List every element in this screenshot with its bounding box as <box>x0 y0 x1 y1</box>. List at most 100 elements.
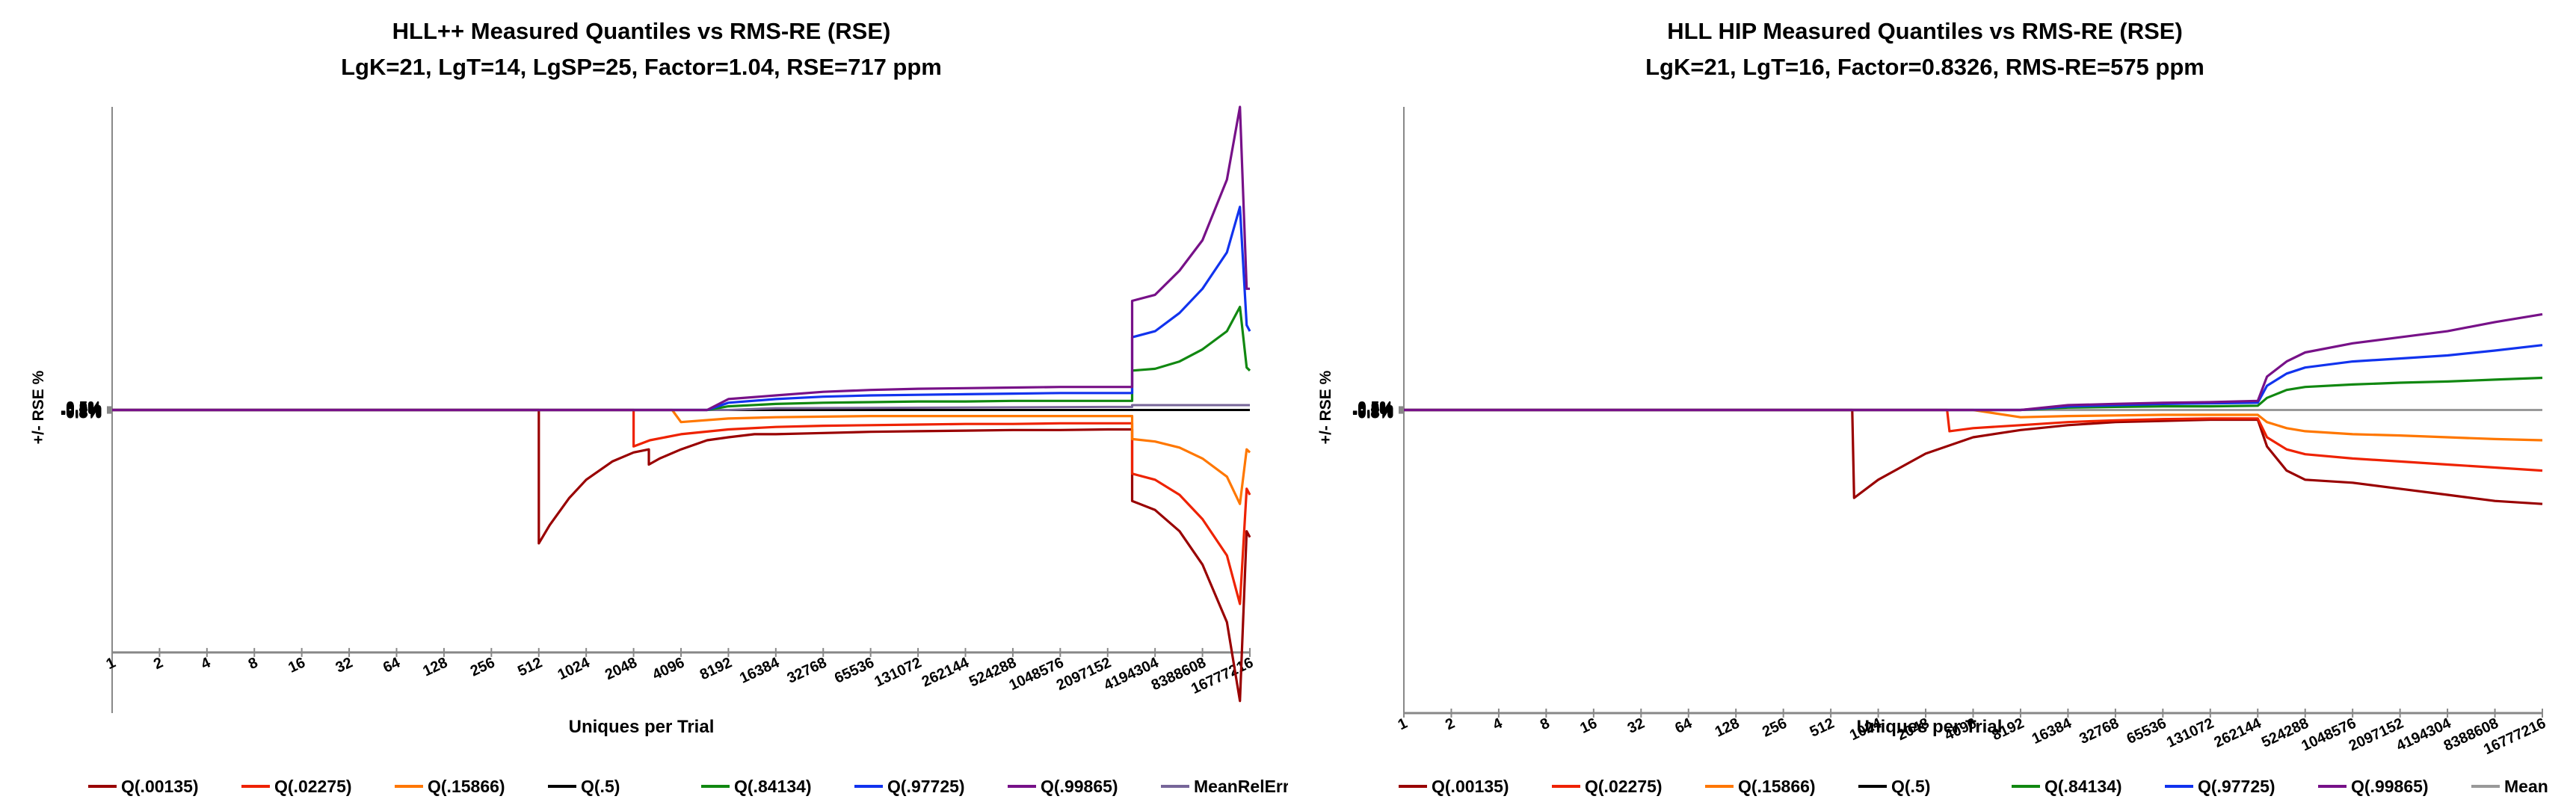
x-tick-label: 1024 <box>555 654 593 683</box>
y-tick-label: 0.0% <box>66 402 102 419</box>
x-tick-label: 262144 <box>2212 715 2265 751</box>
series-line <box>1404 408 2543 442</box>
legend-label: Q(.97725) <box>2198 777 2275 796</box>
y-tick-label: 0.2% <box>66 401 102 418</box>
x-tick-label: 512 <box>515 654 545 679</box>
x-tick-label: 16 <box>1577 715 1599 737</box>
y-tick-label: -0.4% <box>1352 404 1393 422</box>
y-tick-label: -0.2% <box>61 403 102 420</box>
legend-label: Q(.00135) <box>121 777 199 796</box>
legend-label: Q(.97725) <box>887 777 965 796</box>
series-line <box>112 105 1250 412</box>
x-tick-label: 8192 <box>697 654 735 683</box>
legend-label: Q(.02275) <box>274 777 352 796</box>
right-chart: HLL HIP Measured Quantiles vs RMS-RE (RS… <box>1317 18 2548 796</box>
x-tick-label: 128 <box>420 654 450 679</box>
y-tick-label: -0.1% <box>1352 402 1393 419</box>
x-tick-label: 256 <box>468 654 498 679</box>
x-tick-label: 1048576 <box>2299 715 2358 755</box>
x-tick-label: 65536 <box>2124 715 2169 747</box>
x-tick-label: 262144 <box>919 654 973 691</box>
x-tick-label: 4 <box>199 654 214 673</box>
chart-title-group: HLL++ Measured Quantiles vs RMS-RE (RSE)… <box>341 18 942 80</box>
x-axis-title: Uniques per Trial <box>1857 717 2003 737</box>
legend-label: MeanRelErr <box>1194 777 1288 796</box>
x-tick-label: 2 <box>151 654 165 673</box>
x-tick-label: 32768 <box>2077 715 2121 747</box>
chart-title-group: HLL HIP Measured Quantiles vs RMS-RE (RS… <box>1645 18 2204 80</box>
x-tick-label: 1048576 <box>1007 654 1067 694</box>
series-line <box>1404 408 2543 472</box>
x-tick-label: 64 <box>1672 715 1695 737</box>
legend-label: Mean <box>2504 777 2548 796</box>
x-tick-label: 131072 <box>872 654 924 690</box>
x-tick-label: 8 <box>246 654 260 673</box>
y-tick-label: -0.2% <box>1352 403 1393 420</box>
series-line <box>112 408 1251 703</box>
legend-label: Q(.02275) <box>1585 777 1663 796</box>
legend-label: Q(.84134) <box>734 777 812 796</box>
x-tick-label: 64 <box>380 654 403 676</box>
y-axis-title: +/- RSE % <box>1317 370 1334 444</box>
x-tick-label: 4096 <box>650 654 687 683</box>
x-tick-label: 8 <box>1538 715 1552 734</box>
x-tick-label: 32 <box>1625 715 1647 737</box>
y-axis-title: +/- RSE % <box>30 370 47 444</box>
y-tick-label: 0.4% <box>1358 399 1393 416</box>
series-line <box>1404 344 2543 412</box>
x-tick-label: 65536 <box>832 654 877 686</box>
x-tick-label: 2048 <box>603 654 640 683</box>
x-tick-label: 32 <box>333 654 355 676</box>
y-tick-label: 0.5% <box>1358 398 1393 416</box>
left-chart: HLL++ Measured Quantiles vs RMS-RE (RSE)… <box>30 18 1288 796</box>
series-line <box>112 206 1251 412</box>
x-tick-label: 32768 <box>785 654 830 686</box>
y-tick-label: 0.3% <box>66 400 102 417</box>
y-tick-label: -0.5% <box>1352 405 1393 422</box>
legend-label: Q(.00135) <box>1432 777 1509 796</box>
x-tick-label: 2 <box>1443 715 1457 734</box>
y-tick-label: -0.4% <box>61 404 102 422</box>
legend-label: Q(.15866) <box>1738 777 1816 796</box>
chart-title: HLL HIP Measured Quantiles vs RMS-RE (RS… <box>1667 18 2183 44</box>
x-axis-title: Uniques per Trial <box>569 717 715 737</box>
right-chart-panel: HLL HIP Measured Quantiles vs RMS-RE (RS… <box>1288 0 2576 811</box>
y-tick-label: -0.5% <box>61 405 102 422</box>
chart-subtitle: LgK=21, LgT=16, Factor=0.8326, RMS-RE=57… <box>1645 54 2204 80</box>
series-line <box>112 306 1251 412</box>
series-line <box>112 408 1251 605</box>
chart-subtitle: LgK=21, LgT=14, LgSP=25, Factor=1.04, RS… <box>341 54 942 80</box>
legend-label: Q(.15866) <box>428 777 505 796</box>
legend-label: Q(.5) <box>581 777 620 796</box>
y-tick-label: 0.3% <box>1358 400 1393 417</box>
series-line <box>112 408 1251 505</box>
legend-label: Q(.99865) <box>2351 777 2429 796</box>
x-tick-label: 128 <box>1713 715 1743 741</box>
y-tick-label: -0.3% <box>1352 404 1393 421</box>
y-tick-label: -0.1% <box>61 402 102 419</box>
x-tick-label: 16 <box>286 654 307 676</box>
left-chart-panel: HLL++ Measured Quantiles vs RMS-RE (RSE)… <box>30 18 1288 796</box>
x-tick-label: 16384 <box>2030 715 2074 747</box>
x-tick-label: 2097152 <box>2347 715 2406 755</box>
x-tick-label: 1 <box>1396 715 1410 734</box>
chart-title: HLL++ Measured Quantiles vs RMS-RE (RSE) <box>392 18 891 44</box>
series-line <box>1404 312 2543 412</box>
legend-label: Q(.99865) <box>1041 777 1118 796</box>
x-tick-label: 256 <box>1760 715 1790 741</box>
legend-label: Q(.84134) <box>2045 777 2122 796</box>
y-tick-label: 0.4% <box>66 399 102 416</box>
y-tick-label: 0.5% <box>66 398 102 416</box>
legend-label: Q(.5) <box>1891 777 1930 796</box>
y-tick-label: 0.2% <box>1358 401 1393 418</box>
y-tick-label: -0.3% <box>61 404 102 421</box>
x-tick-label: 4 <box>1491 715 1506 733</box>
series-line <box>1404 376 2543 412</box>
x-tick-label: 512 <box>1808 715 1837 741</box>
y-tick-label: 0.0% <box>1358 402 1393 419</box>
x-tick-label: 1 <box>104 654 118 673</box>
x-tick-label: 2097152 <box>1054 654 1114 694</box>
x-tick-label: 131072 <box>2164 715 2216 751</box>
series-line <box>112 404 1250 411</box>
y-tick-label: 0.1% <box>66 401 102 419</box>
